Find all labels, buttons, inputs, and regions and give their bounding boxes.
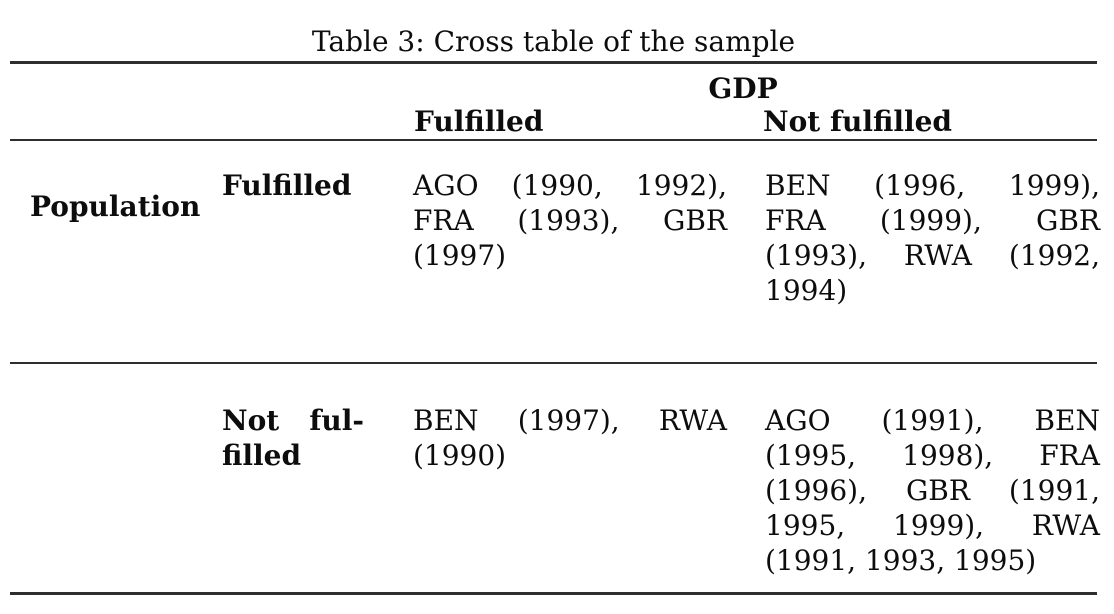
header-rule <box>10 139 1097 141</box>
cell-pop-not-fulfilled-gdp-fulfilled: BEN (1997), RWA (1990) <box>413 404 727 472</box>
row-label-not-fulfilled: Not ful-filled <box>222 404 364 472</box>
top-rule <box>10 61 1097 64</box>
column-header-not-fulfilled: Not fulfilled <box>763 105 953 138</box>
table-caption: Table 3: Cross table of the sample <box>311 25 796 58</box>
cell-pop-fulfilled-gdp-fulfilled: AGO (1990, 1992), FRA (1993), GBR (1997) <box>413 169 727 272</box>
column-group-header-gdp: GDP <box>708 72 778 105</box>
column-header-fulfilled: Fulfilled <box>414 105 544 138</box>
mid-rule <box>10 362 1097 364</box>
row-label-fulfilled: Fulfilled <box>222 169 352 202</box>
bottom-rule <box>10 592 1097 595</box>
cell-pop-fulfilled-gdp-not-fulfilled: BEN (1996, 1999), FRA (1999), GBR (1993), RWA (1… <box>765 169 1100 307</box>
row-group-header-population: Population <box>30 190 201 223</box>
cell-pop-not-fulfilled-gdp-not-fulfilled: AGO (1991), BEN (1995, 1998), FRA (1996), GBR (1… <box>765 404 1100 577</box>
